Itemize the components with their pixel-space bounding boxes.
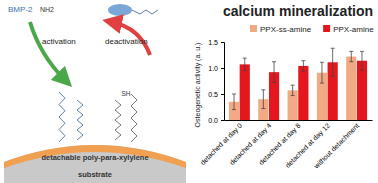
y-tick-label: 1.5 bbox=[208, 39, 218, 46]
error-bar bbox=[301, 61, 305, 71]
error-bar bbox=[261, 90, 265, 109]
error-bar bbox=[331, 48, 335, 76]
thiol-label: SH bbox=[121, 90, 130, 97]
legend-swatch bbox=[323, 25, 330, 32]
bar bbox=[346, 57, 356, 120]
legend: PPX-ss-amine PPX-amine bbox=[250, 25, 374, 34]
activation-arrow bbox=[30, 22, 65, 80]
chain bbox=[59, 92, 65, 142]
deactivation-label: deactivation bbox=[105, 37, 148, 46]
diagram: detachable poly-para-xylylene substrate SH… bbox=[4, 4, 186, 183]
error-bar bbox=[320, 62, 324, 83]
y-axis-line bbox=[221, 43, 225, 121]
y-tick-label: 0.5 bbox=[208, 91, 218, 98]
error-bar bbox=[291, 85, 295, 95]
x-axis-line bbox=[225, 120, 373, 121]
error-bar bbox=[232, 94, 236, 110]
y-tick bbox=[221, 94, 224, 95]
protein-label: BMP-2 bbox=[8, 5, 33, 14]
y-tick bbox=[221, 42, 224, 43]
layer-label: detachable poly-para-xylylene bbox=[41, 153, 148, 162]
amine-label: NH2 bbox=[40, 6, 54, 13]
activation-label: activation bbox=[42, 37, 76, 46]
substrate-label: substrate bbox=[78, 170, 112, 179]
error-bar bbox=[272, 62, 276, 83]
layer-shape bbox=[4, 145, 186, 168]
chart-title: calcium mineralization bbox=[223, 3, 373, 19]
y-tick-label: 0.0 bbox=[208, 117, 218, 124]
bar bbox=[298, 66, 308, 120]
error-bar bbox=[243, 58, 247, 70]
chain bbox=[77, 100, 83, 140]
figure: detachable poly-para-xylylene substrate SH… bbox=[0, 0, 378, 183]
plot-marks bbox=[229, 48, 367, 120]
y-tick bbox=[221, 68, 224, 69]
error-bar bbox=[349, 51, 353, 61]
substrate-shape bbox=[4, 145, 186, 183]
legend-label: PPX-ss-amine bbox=[260, 25, 312, 34]
bar bbox=[240, 64, 250, 120]
y-axis: 0.0 0.5 1.0 1.5 bbox=[208, 39, 224, 124]
chart: calcium mineralization PPX-ss-amine PPX-am… bbox=[194, 3, 374, 170]
protein-shape bbox=[108, 4, 132, 16]
error-bar bbox=[360, 51, 364, 70]
legend-swatch bbox=[250, 25, 257, 32]
x-tick-label: without detachment bbox=[312, 122, 361, 171]
chain bbox=[115, 100, 121, 140]
protein-chain bbox=[132, 10, 158, 14]
y-tick bbox=[221, 120, 224, 121]
legend-label: PPX-amine bbox=[333, 25, 374, 34]
x-axis: detached at day 0detached at day 4detach… bbox=[199, 120, 373, 170]
y-axis-title: Osteogenetic activity (a. u.) bbox=[194, 43, 202, 128]
y-tick-label: 1.0 bbox=[208, 65, 218, 72]
chain bbox=[131, 94, 137, 142]
